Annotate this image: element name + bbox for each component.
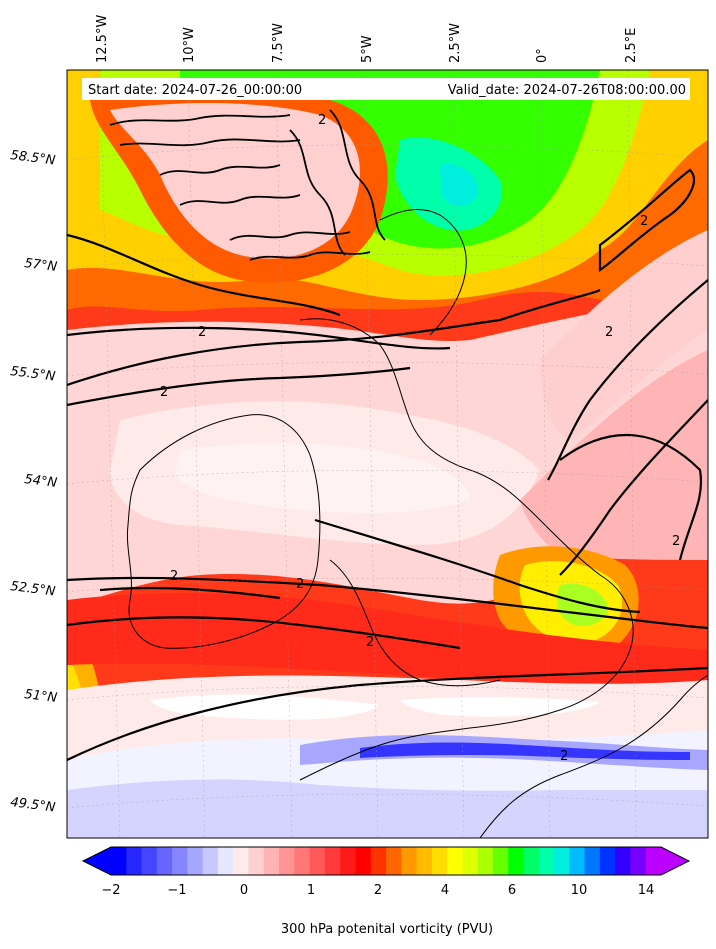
- map-frame: [66, 69, 709, 839]
- colorbar-swatch: [217, 847, 234, 875]
- colorbar-swatch: [233, 847, 249, 875]
- contour-label: 2: [640, 214, 648, 229]
- start-date: Start date: 2024-07-26_00:00:00: [88, 83, 302, 98]
- colorbar-tick-label: 1: [307, 883, 315, 898]
- pv2-contours-scotland: [109, 109, 386, 261]
- contour-label: 2: [170, 569, 178, 584]
- colorbar-swatch: [477, 847, 494, 875]
- colorbar-extend-max: [661, 847, 689, 875]
- lat-label: 58.5°N: [10, 148, 57, 168]
- lat-label: 54°N: [24, 472, 59, 491]
- colorbar-swatch: [111, 847, 127, 875]
- latitude-labels: 58.5°N 57°N 55.5°N 54°N 52.5°N 51°N 49.5…: [10, 148, 59, 815]
- colorbar-swatch: [141, 847, 158, 875]
- lon-label: 5°W: [360, 35, 375, 63]
- colorbar-swatch: [309, 847, 326, 875]
- colorbar-swatch: [156, 847, 173, 875]
- longitude-labels: 12.5°W 10°W 7.5°W 5°W 2.5°W 0° 2.5°E: [95, 15, 639, 63]
- colorbar-swatch: [126, 847, 143, 875]
- contour-label: 2: [318, 113, 326, 128]
- colorbar-swatch: [554, 847, 570, 875]
- lon-label: 10°W: [182, 27, 197, 63]
- colorbar-swatch: [523, 847, 540, 875]
- graticule: [67, 70, 708, 838]
- colorbar-tick-label: 0: [240, 883, 248, 898]
- colorbar-swatch: [324, 847, 341, 875]
- lat-label: 51°N: [24, 687, 59, 706]
- contour-label: 2: [160, 385, 168, 400]
- colorbar-swatch: [386, 847, 402, 875]
- coastlines: [126, 209, 708, 838]
- colorbar-swatch: [370, 847, 387, 875]
- colorbar-extend-min: [83, 847, 111, 875]
- valid-date: Valid_date: 2024-07-26T08:00:00.00: [448, 83, 686, 98]
- lon-label: 7.5°W: [271, 23, 286, 63]
- colorbar-swatch: [630, 847, 647, 875]
- colorbar: [81, 846, 691, 876]
- colorbar-swatch: [248, 847, 265, 875]
- colorbar-tick-label: 6: [508, 883, 516, 898]
- contour-label: 2: [198, 325, 206, 340]
- lat-label: 57°N: [24, 256, 59, 275]
- colorbar-swatch: [340, 847, 356, 875]
- date-stamp-box: [82, 78, 690, 100]
- colorbar-swatch: [202, 847, 219, 875]
- colorbar-swatch: [431, 847, 448, 875]
- colorbar-swatch: [615, 847, 631, 875]
- colorbar-ticks: −2 −1 0 1 2 4 6 10 14: [101, 883, 654, 898]
- colorbar-swatch: [294, 847, 311, 875]
- lon-label: 0°: [535, 48, 550, 63]
- contour-label: 2: [672, 534, 680, 549]
- lat-label: 49.5°N: [10, 795, 57, 815]
- colorbar-swatch: [584, 847, 601, 875]
- contour-label: 2: [366, 635, 374, 650]
- colorbar-swatch: [569, 847, 586, 875]
- colorbar-swatch: [187, 847, 204, 875]
- colorbar-swatch: [645, 847, 662, 875]
- lat-label: 52.5°N: [10, 579, 57, 599]
- contour-label: 2: [605, 325, 613, 340]
- pv-field: 2 2 2 2 2 2 2 2 2 2: [67, 70, 708, 838]
- lon-label: 12.5°W: [95, 15, 110, 63]
- colorbar-swatch: [492, 847, 509, 875]
- lat-label: 55.5°N: [10, 364, 57, 384]
- lon-label: 2.5°W: [448, 23, 463, 63]
- colorbar-tick-label: 10: [571, 883, 588, 898]
- colorbar-swatch: [355, 847, 372, 875]
- colorbar-swatch: [599, 847, 616, 875]
- colorbar-swatch: [538, 847, 555, 875]
- colorbar-swatch: [416, 847, 433, 875]
- colorbar-tick-label: −2: [101, 883, 120, 898]
- colorbar-frame: [81, 846, 691, 876]
- colorbar-swatch: [447, 847, 463, 875]
- contour-label: 2: [560, 749, 568, 764]
- colorbar-swatch: [508, 847, 524, 875]
- colorbar-swatch: [462, 847, 479, 875]
- colorbar-swatch: [401, 847, 418, 875]
- colorbar-title: 300 hPa potenital vorticity (PVU): [281, 922, 493, 937]
- colorbar-swatch: [279, 847, 295, 875]
- colorbar-swatch: [172, 847, 188, 875]
- contour-label: 2: [296, 577, 304, 592]
- colorbar-tick-label: 2: [374, 883, 382, 898]
- colorbar-tick-label: −1: [167, 883, 186, 898]
- colorbar-swatch: [263, 847, 280, 875]
- lon-label: 2.5°E: [624, 28, 639, 63]
- contour-labels: 2 2 2 2 2 2 2 2 2 2: [160, 113, 680, 764]
- colorbar-tick-label: 4: [441, 883, 449, 898]
- colorbar-tick-label: 14: [638, 883, 655, 898]
